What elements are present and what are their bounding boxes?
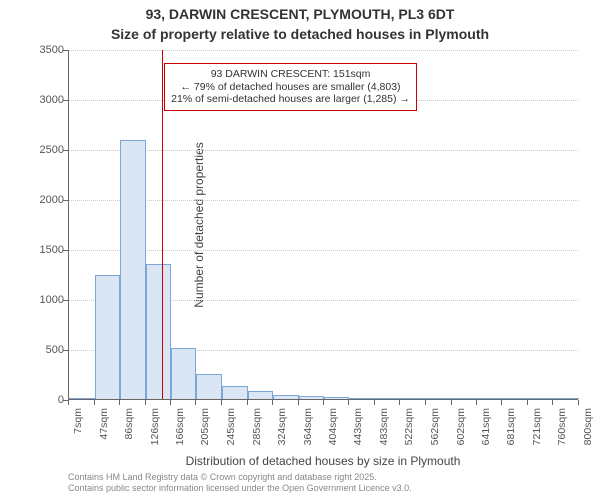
y-tick-label: 2000 xyxy=(40,194,64,206)
histogram-bar xyxy=(375,398,400,399)
histogram-plot: 93 DARWIN CRESCENT: 151sqm← 79% of detac… xyxy=(68,50,578,400)
histogram-bar xyxy=(400,398,426,399)
histogram-bar xyxy=(196,374,222,399)
y-tick-label: 3500 xyxy=(40,44,64,56)
credits: Contains HM Land Registry data © Crown c… xyxy=(68,472,412,494)
page-title-line1: 93, DARWIN CRESCENT, PLYMOUTH, PL3 6DT xyxy=(0,6,600,22)
x-tick-label: 443sqm xyxy=(352,408,364,458)
x-tick-mark xyxy=(348,400,349,405)
histogram-bar xyxy=(69,398,95,399)
annotation-line: 93 DARWIN CRESCENT: 151sqm xyxy=(171,68,410,81)
histogram-bar xyxy=(171,348,196,399)
x-tick-label: 166sqm xyxy=(174,408,186,458)
x-tick-label: 483sqm xyxy=(378,408,390,458)
reference-line xyxy=(162,50,163,399)
histogram-bar xyxy=(299,396,325,399)
x-tick-label: 404sqm xyxy=(327,408,339,458)
y-tick-label: 1500 xyxy=(40,244,64,256)
x-tick-label: 245sqm xyxy=(225,408,237,458)
y-tick-label: 500 xyxy=(46,344,64,356)
x-tick-label: 562sqm xyxy=(429,408,441,458)
y-tick-label: 1000 xyxy=(40,294,64,306)
histogram-bar xyxy=(528,398,553,399)
x-tick-label: 641sqm xyxy=(480,408,492,458)
histogram-bar xyxy=(324,397,349,399)
annotation-box: 93 DARWIN CRESCENT: 151sqm← 79% of detac… xyxy=(164,63,417,111)
x-tick-mark xyxy=(399,400,400,405)
histogram-bar xyxy=(349,398,375,399)
credits-line2: Contains public sector information licen… xyxy=(68,483,412,494)
histogram-bar xyxy=(452,398,477,399)
x-tick-mark xyxy=(221,400,222,405)
x-tick-mark xyxy=(425,400,426,405)
x-tick-label: 602sqm xyxy=(455,408,467,458)
x-tick-label: 324sqm xyxy=(276,408,288,458)
x-tick-label: 800sqm xyxy=(582,408,594,458)
histogram-bar xyxy=(426,398,452,399)
x-tick-mark xyxy=(323,400,324,405)
x-tick-mark xyxy=(145,400,146,405)
x-tick-label: 285sqm xyxy=(251,408,263,458)
x-tick-label: 205sqm xyxy=(199,408,211,458)
x-tick-label: 86sqm xyxy=(123,408,135,458)
x-tick-label: 681sqm xyxy=(505,408,517,458)
x-tick-mark xyxy=(272,400,273,405)
histogram-bar xyxy=(222,386,248,399)
x-tick-mark xyxy=(170,400,171,405)
x-tick-mark xyxy=(501,400,502,405)
x-tick-label: 364sqm xyxy=(302,408,314,458)
page-title-line2: Size of property relative to detached ho… xyxy=(0,26,600,42)
histogram-bar xyxy=(120,140,146,399)
x-tick-mark xyxy=(68,400,69,405)
y-tick-label: 0 xyxy=(58,394,64,406)
histogram-bar xyxy=(95,275,120,399)
credits-line1: Contains HM Land Registry data © Crown c… xyxy=(68,472,412,483)
x-tick-mark xyxy=(298,400,299,405)
gridline xyxy=(69,50,578,51)
x-tick-mark xyxy=(578,400,579,405)
annotation-line: ← 79% of detached houses are smaller (4,… xyxy=(171,81,410,94)
x-tick-label: 7sqm xyxy=(72,408,84,458)
x-tick-mark xyxy=(374,400,375,405)
x-tick-mark xyxy=(527,400,528,405)
histogram-bar xyxy=(502,398,528,399)
x-tick-label: 522sqm xyxy=(403,408,415,458)
x-tick-mark xyxy=(247,400,248,405)
x-tick-mark xyxy=(476,400,477,405)
x-tick-mark xyxy=(195,400,196,405)
annotation-line: 21% of semi-detached houses are larger (… xyxy=(171,93,410,106)
x-tick-mark xyxy=(94,400,95,405)
histogram-bar xyxy=(146,264,172,399)
y-tick-label: 2500 xyxy=(40,144,64,156)
x-tick-label: 721sqm xyxy=(531,408,543,458)
y-tick-label: 3000 xyxy=(40,94,64,106)
x-tick-mark xyxy=(119,400,120,405)
histogram-bar xyxy=(273,395,299,400)
x-axis-title: Distribution of detached houses by size … xyxy=(68,454,578,468)
x-tick-label: 47sqm xyxy=(98,408,110,458)
histogram-bar xyxy=(553,398,579,399)
x-tick-label: 760sqm xyxy=(556,408,568,458)
x-tick-mark xyxy=(552,400,553,405)
x-tick-label: 126sqm xyxy=(149,408,161,458)
histogram-bar xyxy=(248,391,273,399)
x-tick-mark xyxy=(451,400,452,405)
histogram-bar xyxy=(477,398,503,399)
